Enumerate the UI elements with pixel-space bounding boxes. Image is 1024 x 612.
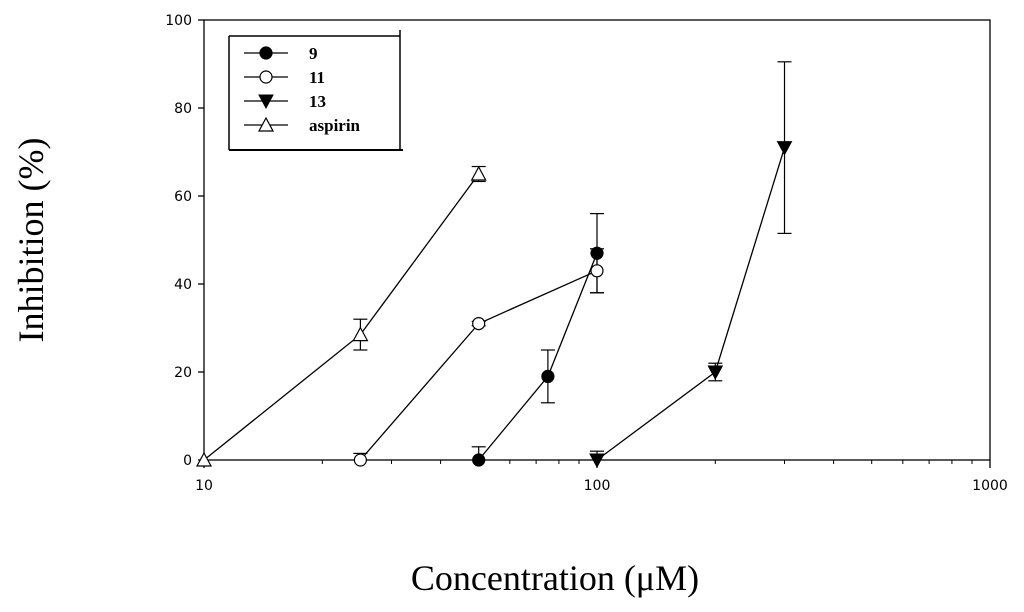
legend-item-13: 13 <box>244 92 326 111</box>
data-point <box>776 141 793 156</box>
x-tick-label: 1000 <box>972 478 1008 494</box>
series-aspirin <box>195 165 487 467</box>
x-tick-label: 100 <box>584 478 611 494</box>
data-point <box>541 369 555 383</box>
x-axis-title: Concentration (μM) <box>411 558 699 598</box>
legend-item-aspirin: aspirin <box>244 116 361 135</box>
x-axis-ticks: 10 100 1000 <box>195 460 1008 494</box>
data-point <box>590 264 604 278</box>
series-line <box>359 270 598 461</box>
y-tick-label: 100 <box>165 13 192 29</box>
y-axis-ticks: 0 20 40 60 80 100 <box>165 13 204 469</box>
y-tick-label: 40 <box>174 277 192 293</box>
legend-label: 11 <box>309 68 325 87</box>
series-line <box>203 173 480 461</box>
y-tick-label: 60 <box>174 189 192 205</box>
data-point <box>707 365 724 381</box>
legend-item-9: 9 <box>244 44 318 63</box>
legend-marker <box>258 94 274 110</box>
series-13 <box>589 61 793 469</box>
series-line <box>596 147 786 461</box>
legend-label: 9 <box>309 44 318 63</box>
legend-marker <box>259 70 273 84</box>
legend: 9 11 13 aspirin <box>228 30 403 151</box>
data-point <box>472 453 486 467</box>
legend-marker <box>257 116 275 132</box>
y-tick-label: 20 <box>174 365 192 381</box>
series-layer <box>195 61 793 469</box>
series-9 <box>471 213 604 467</box>
data-point <box>472 317 486 331</box>
data-point <box>195 451 213 467</box>
y-tick-label: 0 <box>183 453 192 469</box>
data-point <box>589 453 605 469</box>
data-point <box>352 326 369 342</box>
data-point <box>470 165 487 181</box>
legend-marker <box>259 46 273 60</box>
y-tick-label: 80 <box>174 101 192 117</box>
y-axis-title: Inhibition (%) <box>11 138 51 343</box>
series-11 <box>353 248 604 467</box>
data-point <box>353 453 367 467</box>
x-tick-label: 10 <box>195 478 213 494</box>
legend-label: 13 <box>309 92 326 111</box>
series-line <box>478 252 598 461</box>
legend-item-11: 11 <box>244 68 325 87</box>
legend-label: aspirin <box>309 116 361 135</box>
